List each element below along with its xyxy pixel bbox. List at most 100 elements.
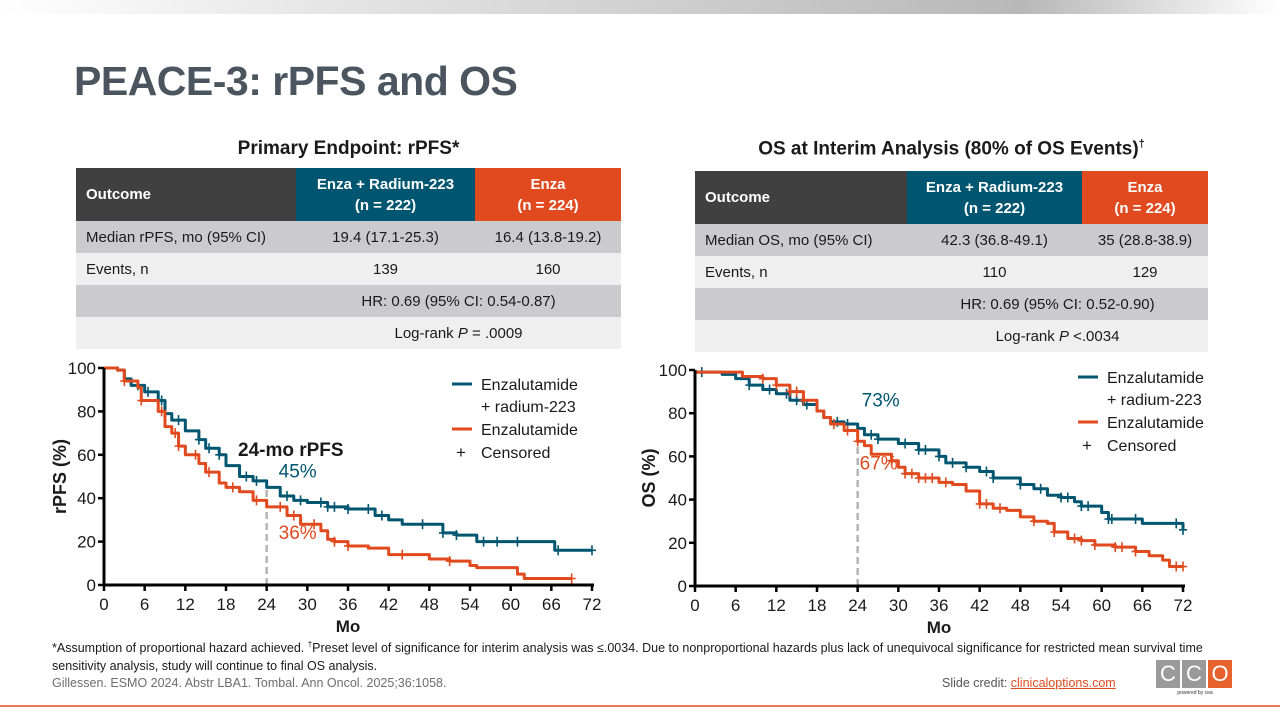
os-x-tick-label: 30 <box>889 596 908 615</box>
slide-credit: Slide credit: clinicaloptions.com <box>942 676 1116 690</box>
os-censor-mark <box>792 386 801 397</box>
citation: Gillessen. ESMO 2024. Abstr LBA1. Tombal… <box>52 676 447 690</box>
rpfs-x-tick-label: 0 <box>99 595 108 614</box>
row-arm2-value: 35 (28.8-38.9) <box>1082 224 1208 256</box>
credit-link[interactable]: clinicaloptions.com <box>1010 676 1116 690</box>
os-censor-mark <box>799 395 808 406</box>
table-row-logrank: Log-rank P <.0034 <box>695 320 1208 352</box>
os-x-tick-label: 36 <box>930 596 949 615</box>
top-gradient-bar <box>0 0 1280 14</box>
os-x-tick-label: 72 <box>1174 596 1193 615</box>
rpfs-legend-censor-icon: + <box>456 443 466 462</box>
row-arm1-value: 42.3 (36.8-49.1) <box>907 224 1082 256</box>
rpfs-censor-mark <box>205 443 214 454</box>
os-censor-mark <box>745 380 754 391</box>
os-censor-mark <box>928 473 937 483</box>
os-censor-mark <box>1107 514 1116 525</box>
os-y-tick-label: 40 <box>668 491 687 510</box>
os-censor-mark <box>1077 535 1086 546</box>
logrank-p: Log-rank P <.0034 <box>907 320 1208 352</box>
rpfs-censor-mark <box>157 406 166 417</box>
logo-subtext: powered by cea <box>1177 690 1213 696</box>
rpfs-censor-mark <box>191 449 200 460</box>
row-arm1-value: 139 <box>296 253 475 285</box>
rpfs-x-tick-label: 12 <box>176 595 195 614</box>
os-legend-censor-icon: + <box>1082 436 1092 455</box>
footnote-a: Assumption of proportional hazard achiev… <box>56 641 308 656</box>
rpfs-x-tick-label: 24 <box>257 595 276 614</box>
rpfs-table: Outcome Enza + Radium-223 (n = 222) Enza(… <box>76 168 621 349</box>
logrank-p: Log-rank P = .0009 <box>296 317 621 349</box>
os-censor-mark <box>982 466 991 477</box>
table-row-hr: HR: 0.69 (95% CI: 0.54-0.87) <box>76 285 621 317</box>
rpfs-x-tick-label: 66 <box>542 595 561 614</box>
rpfs-censor-mark <box>120 376 129 387</box>
os-x-tick-label: 12 <box>767 596 786 615</box>
rpfs-x-tick-label: 54 <box>461 595 480 614</box>
os-table-header: Outcome Enza + Radium-223 (n = 222) Enza(… <box>695 171 1208 224</box>
os-censor-mark <box>1070 533 1079 544</box>
os-censor-mark <box>785 386 794 397</box>
logo-letter: C <box>1156 660 1180 688</box>
table-row: Median rPFS, mo (95% CI) 19.4 (17.1-25.3… <box>76 221 621 253</box>
os-censor-mark <box>765 384 774 395</box>
rpfs-censor-mark <box>445 556 454 567</box>
header-arm2: Enza (n = 224) <box>475 168 621 221</box>
rpfs-censor-mark <box>171 428 180 439</box>
table-row: Events, n 110 129 <box>695 256 1208 288</box>
os-y-tick-label: 80 <box>668 404 687 423</box>
row-label: Median rPFS, mo (95% CI) <box>76 221 296 253</box>
rpfs-censor-mark <box>418 519 427 530</box>
rpfs-censor-mark <box>316 497 325 508</box>
os-censor-mark <box>1172 518 1181 529</box>
os-censor-mark <box>874 434 882 445</box>
os-censor-mark <box>1057 492 1065 503</box>
rpfs-annotation: 24-mo rPFS <box>238 440 344 461</box>
os-censor-mark <box>996 503 1004 514</box>
os-censor-mark <box>907 468 916 479</box>
rpfs-censor-mark <box>567 573 576 584</box>
rpfs-x-tick-label: 36 <box>339 595 358 614</box>
os-x-tick-label: 24 <box>848 596 867 615</box>
rpfs-censor-mark <box>479 536 488 547</box>
os-censor-mark <box>989 473 998 483</box>
os-table: Outcome Enza + Radium-223 (n = 222) Enza(… <box>695 171 1208 352</box>
os-censor-mark <box>1029 516 1038 527</box>
rpfs-censor-mark <box>174 415 183 426</box>
os-censor-mark <box>772 380 781 391</box>
rpfs-x-tick-label: 6 <box>140 595 149 614</box>
rpfs-y-tick-label: 0 <box>87 576 96 595</box>
rpfs-censor-mark <box>252 475 261 486</box>
rpfs-censor-mark <box>323 501 332 512</box>
rpfs-censor-mark <box>493 536 502 547</box>
rpfs-title-mark: * <box>451 138 460 159</box>
rpfs-censor-mark <box>137 395 146 406</box>
rpfs-y-tick-label: 60 <box>77 446 96 465</box>
os-censor-mark <box>901 438 910 449</box>
os-censor-mark <box>921 473 930 483</box>
rpfs-censor-mark <box>398 549 407 560</box>
slide-title: PEACE-3: rPFS and OS <box>74 58 518 104</box>
rpfs-censor-mark <box>252 495 261 506</box>
rpfs-censor-mark <box>364 504 373 515</box>
row-label: Events, n <box>695 256 907 288</box>
rpfs-y-tick-label: 20 <box>77 533 96 552</box>
rpfs-censor-mark <box>452 530 461 541</box>
os-y-tick-label: 20 <box>668 534 687 553</box>
rpfs-censor-mark <box>310 519 319 530</box>
rpfs-x-tick-label: 18 <box>217 595 236 614</box>
rpfs-censor-mark <box>174 441 183 452</box>
os-y-tick-label: 60 <box>668 447 687 466</box>
rpfs-legend-label: + radium-223 <box>481 399 576 416</box>
os-censor-mark <box>901 468 910 479</box>
rpfs-table-header: Outcome Enza + Radium-223 (n = 222) Enza(… <box>76 168 621 221</box>
os-censor-mark <box>1084 501 1093 512</box>
os-x-tick-label: 42 <box>970 596 989 615</box>
os-censor-mark <box>1111 542 1120 553</box>
logo-letter: O <box>1208 660 1232 688</box>
rpfs-censor-mark <box>205 467 214 478</box>
rpfs-censor-mark <box>144 386 153 397</box>
os-censor-mark <box>962 462 971 473</box>
header-outcome: Outcome <box>695 171 907 224</box>
